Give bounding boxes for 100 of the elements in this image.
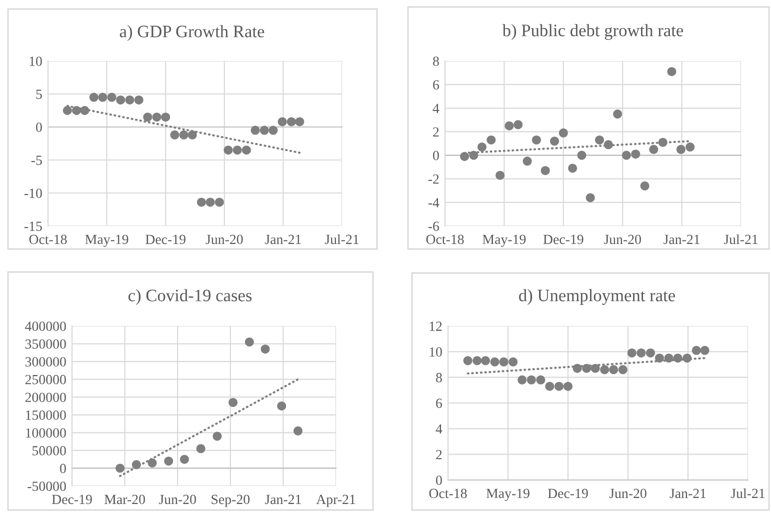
y-tick-label: 0: [433, 150, 439, 160]
point: [636, 348, 646, 358]
y-tick-label: 0: [36, 122, 42, 132]
x-tick-label: May-19: [486, 488, 530, 501]
point: [554, 382, 564, 391]
y-tick-label: 250000: [25, 374, 66, 384]
point: [600, 365, 610, 374]
point: [143, 112, 152, 122]
point: [212, 432, 222, 441]
point: [179, 130, 188, 140]
point: [490, 357, 500, 366]
point: [224, 146, 233, 155]
point: [664, 354, 674, 363]
y-tick-label: -15: [24, 222, 42, 231]
x-tick-label: Dec-19: [52, 494, 92, 504]
point: [196, 198, 206, 207]
y-tick-label: 150000: [26, 410, 66, 420]
y-tick-label: -4: [428, 198, 440, 208]
point: [572, 364, 582, 373]
y-tick-label: -50000: [28, 482, 66, 491]
point: [655, 354, 664, 363]
point: [250, 126, 260, 135]
x-tick-label: Jan-21: [670, 488, 706, 498]
x-tick-label: Jun-20: [206, 234, 243, 244]
point: [686, 142, 695, 152]
point: [526, 375, 536, 384]
x-tick-label: Apr-21: [316, 494, 356, 507]
x-tick-label: Jun-20: [609, 488, 646, 498]
x-tick-label: Oct-18: [429, 488, 467, 498]
point: [692, 346, 701, 355]
point: [463, 356, 472, 366]
x-tick-label: Jul-21: [724, 234, 758, 244]
point: [496, 170, 505, 180]
y-tick-label: 50000: [32, 446, 66, 456]
x-tick-label: May-19: [482, 234, 526, 247]
point: [508, 357, 518, 366]
chart-title: a) GDP Growth Rate: [120, 25, 264, 41]
point: [132, 460, 141, 470]
y-tick-label: 2: [433, 127, 439, 137]
point: [522, 156, 532, 166]
y-tick-label: 10: [30, 56, 42, 66]
point: [640, 181, 650, 190]
x-tick-label: Jan-21: [264, 234, 301, 244]
point: [125, 95, 134, 104]
point: [700, 346, 710, 355]
point: [244, 338, 254, 346]
y-tick-label: 4: [436, 424, 442, 434]
point: [148, 458, 157, 468]
y-tick-label: -5: [31, 156, 42, 165]
x-tick-label: Oct-18: [29, 234, 67, 244]
point: [277, 402, 286, 410]
point: [89, 92, 98, 102]
point: [62, 106, 72, 115]
point: [682, 354, 692, 363]
point: [609, 365, 618, 374]
y-tick-label: 4: [432, 104, 440, 113]
point: [260, 344, 270, 354]
point: [504, 121, 514, 130]
point: [268, 126, 278, 135]
point: [613, 110, 622, 119]
point: [242, 146, 251, 155]
point: [72, 106, 82, 115]
point: [161, 112, 170, 122]
x-tick-label: Jul-21: [730, 488, 765, 498]
y-tick-label: 6: [436, 398, 442, 408]
point: [214, 198, 224, 207]
chart-title: c) Covid-19 cases: [128, 289, 252, 305]
point: [116, 95, 126, 104]
point: [536, 375, 546, 384]
point: [134, 95, 144, 104]
point: [532, 135, 541, 144]
point: [577, 150, 586, 160]
point: [460, 152, 470, 161]
point: [481, 356, 490, 366]
point: [469, 150, 478, 160]
point: [622, 150, 631, 160]
point: [188, 130, 197, 140]
y-tick-label: 0: [60, 464, 66, 474]
point: [116, 464, 125, 473]
point: [582, 364, 592, 373]
point: [545, 382, 554, 391]
point: [278, 117, 287, 126]
y-tick-label: 2: [436, 450, 442, 460]
point: [152, 112, 162, 122]
point: [478, 142, 486, 152]
point: [627, 348, 636, 358]
y-tick-label: -10: [24, 188, 42, 198]
x-tick-label: Jun-20: [158, 494, 196, 504]
point: [595, 135, 604, 144]
point: [586, 193, 595, 202]
point: [667, 67, 676, 76]
point: [658, 138, 668, 147]
y-tick-label: -6: [428, 222, 440, 231]
point: [568, 164, 578, 173]
point: [646, 348, 655, 358]
point: [558, 128, 568, 138]
x-tick-label: May-19: [85, 234, 128, 247]
chart-title: b) Public debt growth rate: [502, 24, 684, 40]
point: [232, 146, 242, 155]
y-tick-label: 6: [433, 80, 440, 90]
